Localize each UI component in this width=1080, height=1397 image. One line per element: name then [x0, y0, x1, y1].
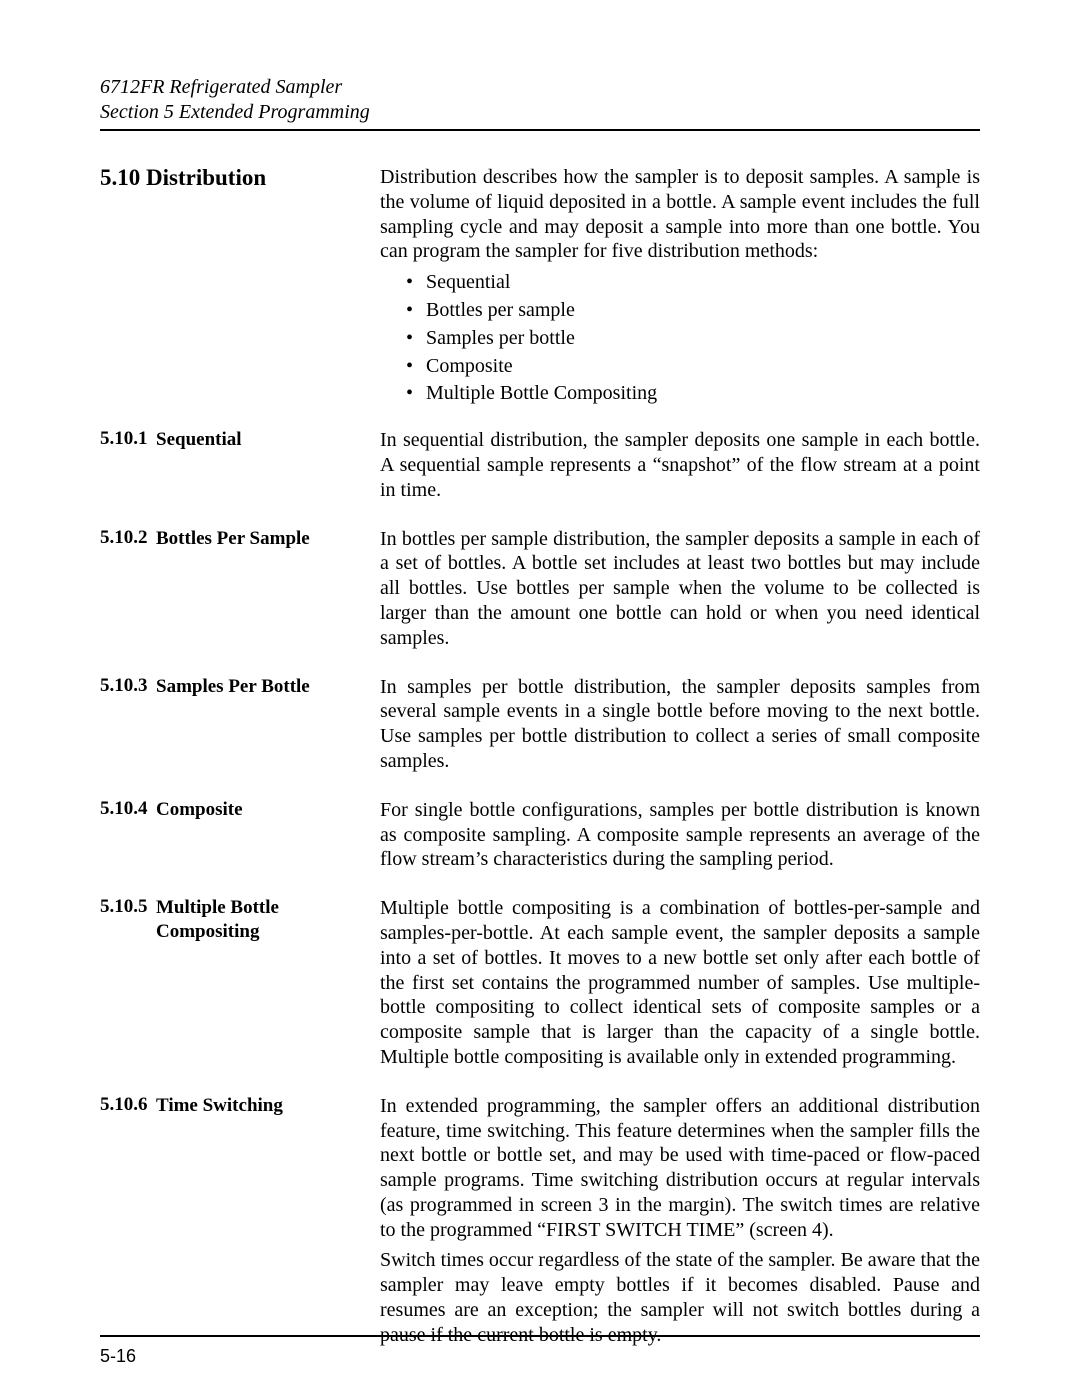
body-paragraph: In samples per bottle distribution, the … [380, 675, 980, 774]
section-heading: 5.10 Distribution [100, 165, 380, 191]
list-item: Sequential [406, 270, 980, 295]
body-paragraph: Switch times occur regardless of the sta… [380, 1248, 980, 1347]
list-item: Samples per bottle [406, 326, 980, 351]
subsection-heading: 5.10.5 Multiple Bottle Compositing [100, 896, 380, 944]
header-line-2: Section 5 Extended Programming [100, 100, 980, 125]
subsection-heading: 5.10.3 Samples Per Bottle [100, 675, 380, 699]
subsection-number: 5.10.4 [100, 798, 156, 822]
intro-paragraph: Distribution describes how the sampler i… [380, 165, 980, 264]
subsection-composite: 5.10.4 Composite For single bottle confi… [100, 798, 980, 878]
page-number: 5-16 [100, 1346, 136, 1367]
subsection-time-switching: 5.10.6 Time Switching In extended progra… [100, 1094, 980, 1354]
subsection-bottles-per-sample: 5.10.2 Bottles Per Sample In bottles per… [100, 527, 980, 657]
subsection-title: Multiple Bottle Compositing [156, 896, 362, 944]
section-number: 5.10 [100, 165, 140, 190]
subsection-body: In sequential distribution, the sampler … [380, 428, 980, 508]
distribution-methods-list: Sequential Bottles per sample Samples pe… [380, 270, 980, 406]
section-body: Distribution describes how the sampler i… [380, 165, 980, 410]
header-line-1: 6712FR Refrigerated Sampler [100, 75, 980, 100]
body-paragraph: In extended programming, the sampler off… [380, 1094, 980, 1243]
subsection-sequential: 5.10.1 Sequential In sequential distribu… [100, 428, 980, 508]
list-item: Bottles per sample [406, 298, 980, 323]
list-item: Multiple Bottle Compositing [406, 381, 980, 406]
subsection-number: 5.10.1 [100, 428, 156, 452]
footer-rule [100, 1335, 980, 1337]
subsection-number: 5.10.6 [100, 1094, 156, 1118]
subsection-number: 5.10.5 [100, 896, 156, 944]
subsection-title: Sequential [156, 428, 362, 452]
subsection-body: In bottles per sample distribution, the … [380, 527, 980, 657]
subsection-title: Bottles Per Sample [156, 527, 362, 551]
subsection-title: Time Switching [156, 1094, 362, 1118]
subsection-title: Composite [156, 798, 362, 822]
subsection-heading: 5.10.1 Sequential [100, 428, 380, 452]
header-rule [100, 129, 980, 131]
subsection-heading: 5.10.2 Bottles Per Sample [100, 527, 380, 551]
subsection-body: For single bottle configurations, sample… [380, 798, 980, 878]
section-title: Distribution [146, 165, 266, 190]
subsection-body: Multiple bottle compositing is a combina… [380, 896, 980, 1076]
subsection-title: Samples Per Bottle [156, 675, 362, 699]
subsection-heading: 5.10.4 Composite [100, 798, 380, 822]
subsection-body: In samples per bottle distribution, the … [380, 675, 980, 780]
subsection-body: In extended programming, the sampler off… [380, 1094, 980, 1354]
subsection-heading: 5.10.6 Time Switching [100, 1094, 380, 1118]
subsection-number: 5.10.2 [100, 527, 156, 551]
subsection-number: 5.10.3 [100, 675, 156, 699]
subsection-multiple-bottle-compositing: 5.10.5 Multiple Bottle Compositing Multi… [100, 896, 980, 1076]
body-paragraph: In sequential distribution, the sampler … [380, 428, 980, 502]
subsection-samples-per-bottle: 5.10.3 Samples Per Bottle In samples per… [100, 675, 980, 780]
section-distribution: 5.10 Distribution Distribution describes… [100, 165, 980, 410]
body-paragraph: Multiple bottle compositing is a combina… [380, 896, 980, 1070]
list-item: Composite [406, 354, 980, 379]
running-header: 6712FR Refrigerated Sampler Section 5 Ex… [100, 75, 980, 125]
body-paragraph: In bottles per sample distribution, the … [380, 527, 980, 651]
body-paragraph: For single bottle configurations, sample… [380, 798, 980, 872]
page: 6712FR Refrigerated Sampler Section 5 Ex… [0, 0, 1080, 1397]
